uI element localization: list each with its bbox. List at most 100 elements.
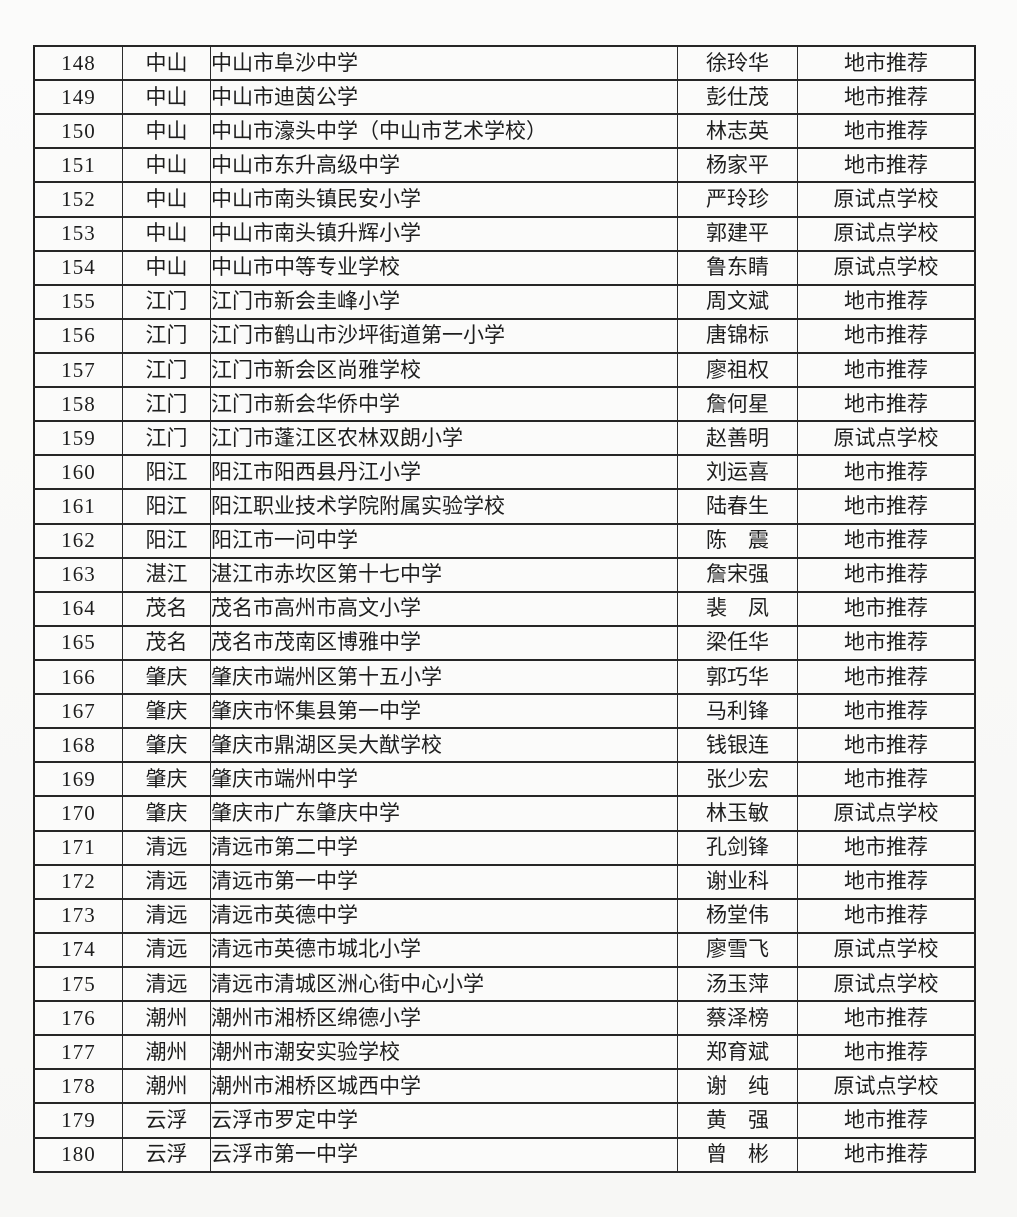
school-cell: 中山市南头镇升辉小学: [210, 215, 678, 252]
person-name-cell: 鲁东睛: [677, 249, 798, 286]
person-name-cell: 杨家平: [677, 147, 798, 184]
table-row: 174 清远 清远市英德市城北小学 廖雪飞 原试点学校: [33, 931, 976, 968]
school-cell: 中山市濠头中学（中山市艺术学校）: [210, 113, 678, 150]
person-name-cell: 郭巧华: [677, 658, 798, 696]
person-name-cell: 黄 强: [677, 1102, 798, 1139]
table-row: 178 潮州 潮州市湘桥区城西中学谢 纯原试点学校: [33, 1068, 976, 1105]
city-cell: 肇庆: [122, 795, 211, 832]
row-number-cell: 163: [33, 556, 123, 593]
recommendation-type-cell: 原试点学校: [797, 249, 976, 286]
city-cell: 肇庆: [122, 658, 211, 696]
recommendation-type-cell: 地市推荐: [797, 1136, 976, 1173]
city-cell: 中山: [122, 249, 211, 286]
recommendation-type-cell: 地市推荐: [797, 624, 976, 661]
person-name-cell: 郭建平: [677, 215, 798, 252]
table-row: 170 肇庆 肇庆市广东肇庆中学 林玉敏 原试点学校: [33, 795, 976, 832]
recommendation-type-cell: 地市推荐: [797, 113, 976, 150]
person-name-cell: 廖雪飞: [677, 931, 798, 968]
person-name-cell: 钱银连: [677, 727, 798, 764]
table-row: 153 中山 中山市南头镇升辉小学 郭建平 原试点学校: [33, 215, 976, 252]
person-name-cell: 张少宏: [677, 761, 798, 798]
row-number-cell: 171: [33, 829, 123, 866]
recommendation-type-cell: 地市推荐: [797, 147, 976, 184]
person-name-cell: 詹何星: [677, 386, 798, 423]
person-name-cell: 唐锦标: [677, 317, 798, 354]
school-cell: 湛江市赤坎区第十七中学: [210, 556, 678, 593]
person-name-cell: 彭仕茂: [677, 79, 798, 116]
row-number-cell: 165: [33, 624, 123, 661]
city-cell: 中山: [122, 79, 211, 116]
school-cell: 潮州市湘桥区城西中学: [210, 1068, 678, 1105]
row-number-cell: 153: [33, 215, 123, 252]
row-number-cell: 150: [33, 113, 123, 150]
school-cell: 肇庆市端州区第十五小学: [210, 658, 678, 696]
table-row: 148 中山 中山市阜沙中学 徐玲华 地市推荐: [33, 44, 976, 82]
city-cell: 中山: [122, 44, 211, 82]
table-row: 171 清远 清远市第二中学 孔剑锋 地市推荐: [33, 829, 976, 866]
person-name-cell: 谢 纯: [677, 1068, 798, 1105]
school-cell: 清远市第一中学: [210, 863, 678, 900]
row-number-cell: 155: [33, 283, 123, 320]
city-cell: 肇庆: [122, 761, 211, 798]
city-cell: 潮州: [122, 1034, 211, 1071]
school-cell: 阳江职业技术学院附属实验学校: [210, 488, 678, 525]
recommendation-type-cell: 地市推荐: [797, 761, 976, 798]
table-row: 157 江门 江门市新会区尚雅学校 廖祖权 地市推荐: [33, 351, 976, 389]
recommendation-type-cell: 原试点学校: [797, 181, 976, 218]
recommendation-type-cell: 地市推荐: [797, 317, 976, 354]
city-cell: 云浮: [122, 1102, 211, 1139]
recommendation-type-cell: 地市推荐: [797, 1034, 976, 1071]
row-number-cell: 177: [33, 1034, 123, 1071]
city-cell: 阳江: [122, 522, 211, 559]
city-cell: 中山: [122, 181, 211, 218]
school-roster-table: 148 中山 中山市阜沙中学 徐玲华 地市推荐 149 中山 中山市迪茵公学 彭仕茂 地市推荐 15…: [33, 44, 976, 1173]
school-cell: 清远市清城区洲心街中心小学: [210, 965, 678, 1003]
row-number-cell: 148: [33, 44, 123, 82]
city-cell: 清远: [122, 931, 211, 968]
table-row: 158 江门 江门市新会华侨中学 詹何星 地市推荐: [33, 386, 976, 423]
table-row: 165 茂名 茂名市茂南区博雅中学 梁任华 地市推荐: [33, 624, 976, 661]
city-cell: 茂名: [122, 624, 211, 661]
row-number-cell: 170: [33, 795, 123, 832]
row-number-cell: 176: [33, 1000, 123, 1037]
city-cell: 江门: [122, 317, 211, 354]
person-name-cell: 汤玉萍: [677, 965, 798, 1003]
row-number-cell: 178: [33, 1068, 123, 1105]
table-row: 155 江门 江门市新会圭峰小学 周文斌 地市推荐: [33, 283, 976, 320]
school-cell: 阳江市一问中学: [210, 522, 678, 559]
city-cell: 潮州: [122, 1000, 211, 1037]
recommendation-type-cell: 地市推荐: [797, 658, 976, 696]
city-cell: 清远: [122, 897, 211, 934]
school-cell: 江门市新会圭峰小学: [210, 283, 678, 320]
table-row: 177 潮州 潮州市潮安实验学校 郑育斌 地市推荐: [33, 1034, 976, 1071]
row-number-cell: 160: [33, 454, 123, 491]
table-row: 163 湛江 湛江市赤坎区第十七中学 詹宋强 地市推荐: [33, 556, 976, 593]
city-cell: 江门: [122, 420, 211, 457]
table-row: 156 江门 江门市鹤山市沙坪街道第一小学 唐锦标 地市推荐: [33, 317, 976, 354]
school-cell: 云浮市罗定中学: [210, 1102, 678, 1139]
table-row: 175 清远 清远市清城区洲心街中心小学 汤玉萍 原试点学校: [33, 965, 976, 1003]
row-number-cell: 164: [33, 590, 123, 627]
row-number-cell: 157: [33, 351, 123, 389]
row-number-cell: 174: [33, 931, 123, 968]
recommendation-type-cell: 原试点学校: [797, 420, 976, 457]
person-name-cell: 林志英: [677, 113, 798, 150]
table-row: 180 云浮 云浮市第一中学曾 彬地市推荐: [33, 1136, 976, 1173]
row-number-cell: 169: [33, 761, 123, 798]
table-row: 154 中山 中山市中等专业学校 鲁东睛 原试点学校: [33, 249, 976, 286]
school-cell: 中山市东升高级中学: [210, 147, 678, 184]
recommendation-type-cell: 地市推荐: [797, 522, 976, 559]
row-number-cell: 159: [33, 420, 123, 457]
recommendation-type-cell: 原试点学校: [797, 931, 976, 968]
city-cell: 中山: [122, 215, 211, 252]
table-row: 152 中山 中山市南头镇民安小学 严玲珍 原试点学校: [33, 181, 976, 218]
table-row: 150 中山 中山市濠头中学（中山市艺术学校） 林志英 地市推荐: [33, 113, 976, 150]
table-row: 162 阳江 阳江市一问中学陈 震地市推荐: [33, 522, 976, 559]
person-name-cell: 陆春生: [677, 488, 798, 525]
person-name-cell: 刘运喜: [677, 454, 798, 491]
recommendation-type-cell: 地市推荐: [797, 351, 976, 389]
row-number-cell: 179: [33, 1102, 123, 1139]
row-number-cell: 161: [33, 488, 123, 525]
recommendation-type-cell: 原试点学校: [797, 215, 976, 252]
school-cell: 中山市南头镇民安小学: [210, 181, 678, 218]
